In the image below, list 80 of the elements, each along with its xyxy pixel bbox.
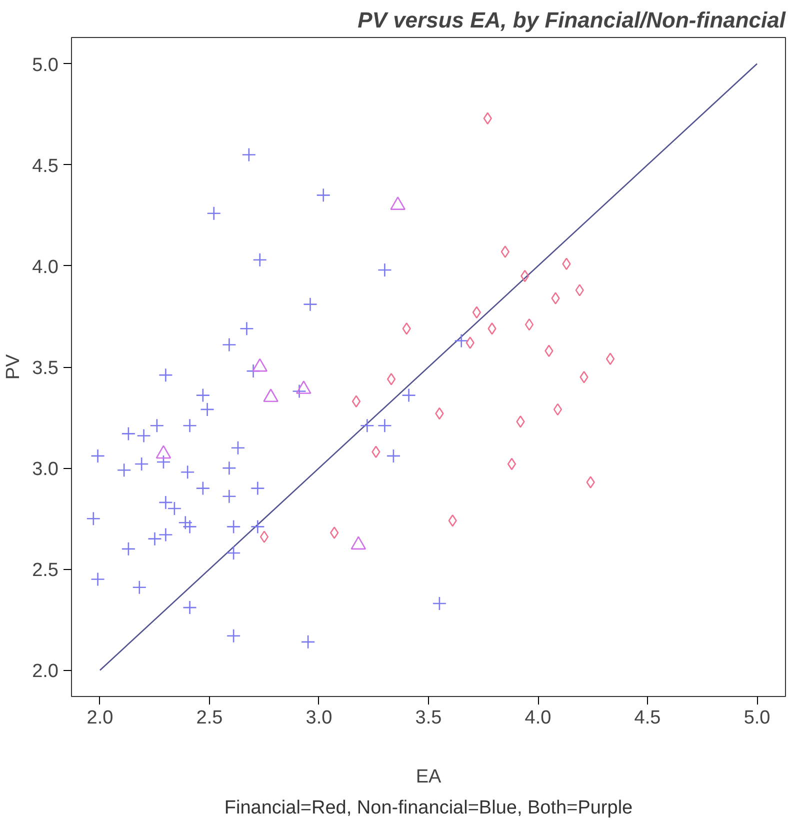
point	[454, 334, 469, 348]
point	[158, 495, 173, 510]
point	[240, 321, 254, 336]
point	[524, 318, 534, 331]
x-tick-label: 2.0	[86, 708, 114, 728]
y-tick-label: 4.0	[32, 256, 59, 278]
point	[378, 418, 392, 433]
point	[316, 188, 331, 202]
point	[553, 403, 562, 416]
point	[182, 520, 197, 534]
point	[156, 454, 171, 470]
point	[158, 528, 173, 542]
point	[121, 426, 136, 441]
point	[242, 148, 256, 162]
point	[402, 388, 416, 402]
point	[386, 448, 401, 464]
y-tick-label: 3.5	[32, 358, 59, 379]
point	[158, 368, 173, 382]
point	[134, 456, 149, 472]
y-tick-label: 5.0	[32, 54, 59, 76]
point	[551, 292, 560, 304]
point	[226, 628, 241, 644]
point	[250, 481, 265, 496]
point	[180, 464, 195, 480]
point	[466, 336, 474, 349]
x-tick-label: 4.5	[634, 708, 661, 728]
point	[116, 462, 132, 478]
point	[167, 501, 182, 516]
x-tick-label: 4.0	[524, 708, 552, 728]
point	[90, 572, 105, 586]
text: Financial=Red, Non-financial=Blue, Both=Purple	[224, 798, 633, 818]
x-tick-label: 5.0	[744, 708, 770, 728]
point	[352, 395, 361, 408]
y-tick-label: 4.5	[32, 156, 59, 177]
point	[200, 402, 214, 417]
point	[132, 580, 147, 594]
point	[226, 546, 241, 560]
point	[182, 418, 197, 433]
point	[252, 252, 268, 268]
point	[330, 526, 339, 539]
chart-title: PV versus EA, by Financial/Non-financial	[358, 8, 786, 32]
y-axis-title: PV	[3, 354, 24, 380]
point	[432, 596, 447, 611]
point	[148, 532, 162, 546]
x-tick-label: 3.0	[306, 708, 332, 728]
point	[292, 384, 306, 398]
point	[222, 460, 236, 476]
point	[360, 418, 374, 433]
point	[250, 520, 265, 534]
point	[386, 372, 396, 386]
point	[206, 206, 222, 221]
point	[222, 489, 236, 504]
point	[182, 600, 197, 615]
point	[196, 481, 210, 496]
point	[303, 297, 318, 312]
point	[90, 448, 105, 464]
x-tick-label: 2.5	[196, 708, 223, 728]
point	[575, 284, 584, 296]
point	[544, 344, 554, 357]
point	[136, 428, 151, 443]
point	[86, 511, 101, 526]
point	[230, 440, 246, 456]
y-tick-label: 2.5	[32, 560, 59, 582]
y-tick-label: 2.0	[32, 661, 59, 682]
point	[260, 530, 269, 543]
x-tick-label: 3.5	[415, 708, 442, 728]
point	[378, 262, 392, 278]
point	[196, 388, 210, 402]
point	[121, 542, 136, 556]
point	[606, 352, 615, 366]
point	[507, 458, 516, 470]
point	[586, 476, 595, 488]
y-tick-label: 3.0	[32, 459, 59, 480]
point	[500, 246, 510, 258]
point	[300, 634, 316, 650]
x-axis-title: EA	[416, 766, 442, 788]
point	[178, 516, 193, 530]
point	[222, 338, 236, 352]
point	[226, 520, 241, 534]
point	[150, 418, 164, 433]
